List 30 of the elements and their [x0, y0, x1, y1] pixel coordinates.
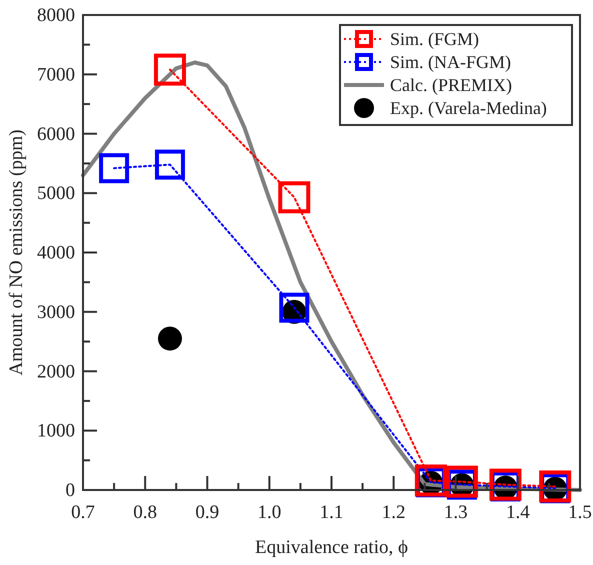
x-tick-label: 0.9 [195, 502, 220, 523]
x-tick-label: 0.7 [71, 502, 95, 523]
y-tick-label: 6000 [37, 124, 75, 145]
legend-label: Calc. (PREMIX) [390, 75, 512, 95]
legend-label: Sim. (NA-FGM) [390, 52, 512, 72]
legend-label: Sim. (FGM) [390, 29, 480, 49]
y-tick-label: 5000 [37, 183, 75, 204]
x-tick-label: 0.8 [133, 502, 157, 523]
y-tick-label: 2000 [37, 361, 75, 382]
point [278, 181, 310, 214]
x-axis-title: Equivalence ratio, ϕ [255, 537, 408, 558]
x-tick-label: 1.4 [506, 502, 530, 523]
y-tick-label: 0 [66, 480, 75, 501]
y-tick-label: 1000 [37, 420, 75, 442]
y-axis-title: Amount of NO emissions (ppm) [6, 130, 27, 376]
point [279, 292, 310, 323]
point [99, 153, 130, 184]
y-tick-label: 8000 [37, 5, 75, 26]
x-tick-label: 1.5 [568, 502, 592, 523]
y-tick-label: 3000 [37, 302, 75, 323]
y-tick-label: 4000 [37, 242, 75, 264]
point [154, 150, 185, 180]
point [154, 54, 186, 86]
point [158, 326, 182, 351]
x-tick-label: 1.3 [444, 502, 468, 523]
x-tick-label: 1.2 [382, 502, 406, 523]
x-tick-label: 1.1 [320, 502, 344, 523]
legend-label: Exp. (Varela-Medina) [390, 98, 547, 118]
y-tick-label: 7000 [37, 64, 75, 86]
x-tick-label: 1.0 [258, 502, 282, 523]
